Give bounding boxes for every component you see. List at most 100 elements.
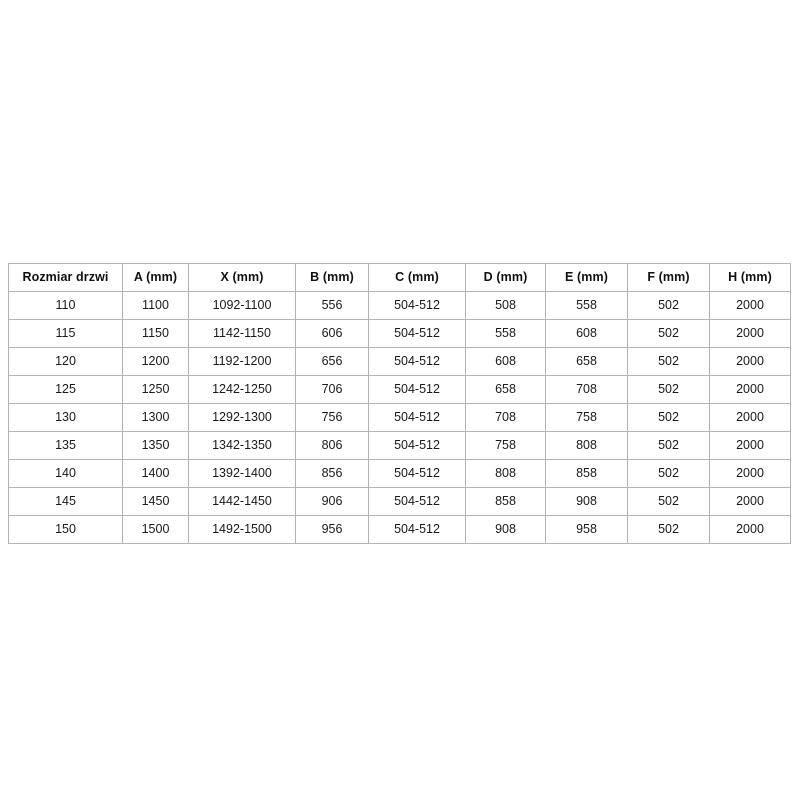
cell-x: 1392-1400: [188, 459, 296, 488]
cell-c: 504-512: [368, 459, 466, 488]
cell-e: 958: [545, 515, 628, 544]
cell-a: 1400: [122, 459, 189, 488]
cell-x: 1442-1450: [188, 487, 296, 516]
cell-b: 756: [295, 403, 369, 432]
cell-e: 608: [545, 319, 628, 348]
column-header-b: B (mm): [295, 263, 369, 292]
cell-c: 504-512: [368, 319, 466, 348]
cell-size: 125: [8, 375, 123, 404]
cell-d: 908: [465, 515, 546, 544]
cell-x: 1342-1350: [188, 431, 296, 460]
spec-table-container: Rozmiar drzwi A (mm) X (mm) B (mm) C (mm) D (…: [8, 263, 791, 544]
table-row: 140 1400 1392-1400 856 504-512 808 858 502 2000: [8, 459, 791, 488]
cell-f: 502: [627, 487, 710, 516]
cell-a: 1500: [122, 515, 189, 544]
column-header-d: D (mm): [465, 263, 546, 292]
cell-f: 502: [627, 431, 710, 460]
cell-e: 708: [545, 375, 628, 404]
cell-a: 1250: [122, 375, 189, 404]
cell-f: 502: [627, 291, 710, 320]
column-header-c: C (mm): [368, 263, 466, 292]
cell-h: 2000: [709, 459, 791, 488]
cell-f: 502: [627, 319, 710, 348]
table-row: 125 1250 1242-1250 706 504-512 658 708 502 2000: [8, 375, 791, 404]
cell-d: 708: [465, 403, 546, 432]
cell-size: 110: [8, 291, 123, 320]
cell-x: 1192-1200: [188, 347, 296, 376]
cell-a: 1100: [122, 291, 189, 320]
column-header-x: X (mm): [188, 263, 296, 292]
cell-size: 135: [8, 431, 123, 460]
cell-d: 858: [465, 487, 546, 516]
cell-c: 504-512: [368, 487, 466, 516]
cell-a: 1450: [122, 487, 189, 516]
cell-c: 504-512: [368, 403, 466, 432]
column-header-f: F (mm): [627, 263, 710, 292]
cell-d: 558: [465, 319, 546, 348]
cell-d: 758: [465, 431, 546, 460]
cell-size: 130: [8, 403, 123, 432]
cell-x: 1292-1300: [188, 403, 296, 432]
table-body: 110 1100 1092-1100 556 504-512 508 558 502 2000 1…: [8, 291, 791, 544]
cell-b: 656: [295, 347, 369, 376]
column-header-h: H (mm): [709, 263, 791, 292]
column-header-a: A (mm): [122, 263, 189, 292]
cell-c: 504-512: [368, 347, 466, 376]
cell-h: 2000: [709, 375, 791, 404]
cell-h: 2000: [709, 347, 791, 376]
table-row: 135 1350 1342-1350 806 504-512 758 808 502 2000: [8, 431, 791, 460]
cell-a: 1200: [122, 347, 189, 376]
cell-x: 1142-1150: [188, 319, 296, 348]
table-row: 150 1500 1492-1500 956 504-512 908 958 502 2000: [8, 515, 791, 544]
cell-b: 706: [295, 375, 369, 404]
cell-b: 956: [295, 515, 369, 544]
cell-x: 1492-1500: [188, 515, 296, 544]
cell-f: 502: [627, 515, 710, 544]
cell-h: 2000: [709, 291, 791, 320]
cell-size: 150: [8, 515, 123, 544]
table-row: 110 1100 1092-1100 556 504-512 508 558 502 2000: [8, 291, 791, 320]
cell-e: 758: [545, 403, 628, 432]
table-header-row: Rozmiar drzwi A (mm) X (mm) B (mm) C (mm) D (…: [8, 263, 791, 292]
cell-b: 856: [295, 459, 369, 488]
cell-size: 145: [8, 487, 123, 516]
cell-h: 2000: [709, 431, 791, 460]
cell-c: 504-512: [368, 291, 466, 320]
cell-h: 2000: [709, 515, 791, 544]
cell-c: 504-512: [368, 431, 466, 460]
cell-e: 908: [545, 487, 628, 516]
cell-e: 658: [545, 347, 628, 376]
cell-f: 502: [627, 459, 710, 488]
cell-a: 1150: [122, 319, 189, 348]
cell-d: 808: [465, 459, 546, 488]
column-header-e: E (mm): [545, 263, 628, 292]
cell-b: 906: [295, 487, 369, 516]
cell-h: 2000: [709, 319, 791, 348]
cell-size: 140: [8, 459, 123, 488]
cell-e: 808: [545, 431, 628, 460]
cell-x: 1092-1100: [188, 291, 296, 320]
table-row: 130 1300 1292-1300 756 504-512 708 758 502 2000: [8, 403, 791, 432]
cell-f: 502: [627, 403, 710, 432]
cell-b: 806: [295, 431, 369, 460]
table-row: 145 1450 1442-1450 906 504-512 858 908 502 2000: [8, 487, 791, 516]
cell-b: 606: [295, 319, 369, 348]
cell-d: 608: [465, 347, 546, 376]
cell-f: 502: [627, 375, 710, 404]
cell-e: 858: [545, 459, 628, 488]
cell-d: 658: [465, 375, 546, 404]
cell-h: 2000: [709, 487, 791, 516]
door-size-spec-table: Rozmiar drzwi A (mm) X (mm) B (mm) C (mm) D (…: [8, 263, 791, 544]
cell-c: 504-512: [368, 515, 466, 544]
cell-b: 556: [295, 291, 369, 320]
cell-h: 2000: [709, 403, 791, 432]
cell-e: 558: [545, 291, 628, 320]
cell-f: 502: [627, 347, 710, 376]
cell-c: 504-512: [368, 375, 466, 404]
cell-size: 115: [8, 319, 123, 348]
table-row: 115 1150 1142-1150 606 504-512 558 608 502 2000: [8, 319, 791, 348]
column-header-size: Rozmiar drzwi: [8, 263, 123, 292]
table-header: Rozmiar drzwi A (mm) X (mm) B (mm) C (mm) D (…: [8, 263, 791, 292]
table-row: 120 1200 1192-1200 656 504-512 608 658 502 2000: [8, 347, 791, 376]
cell-a: 1300: [122, 403, 189, 432]
